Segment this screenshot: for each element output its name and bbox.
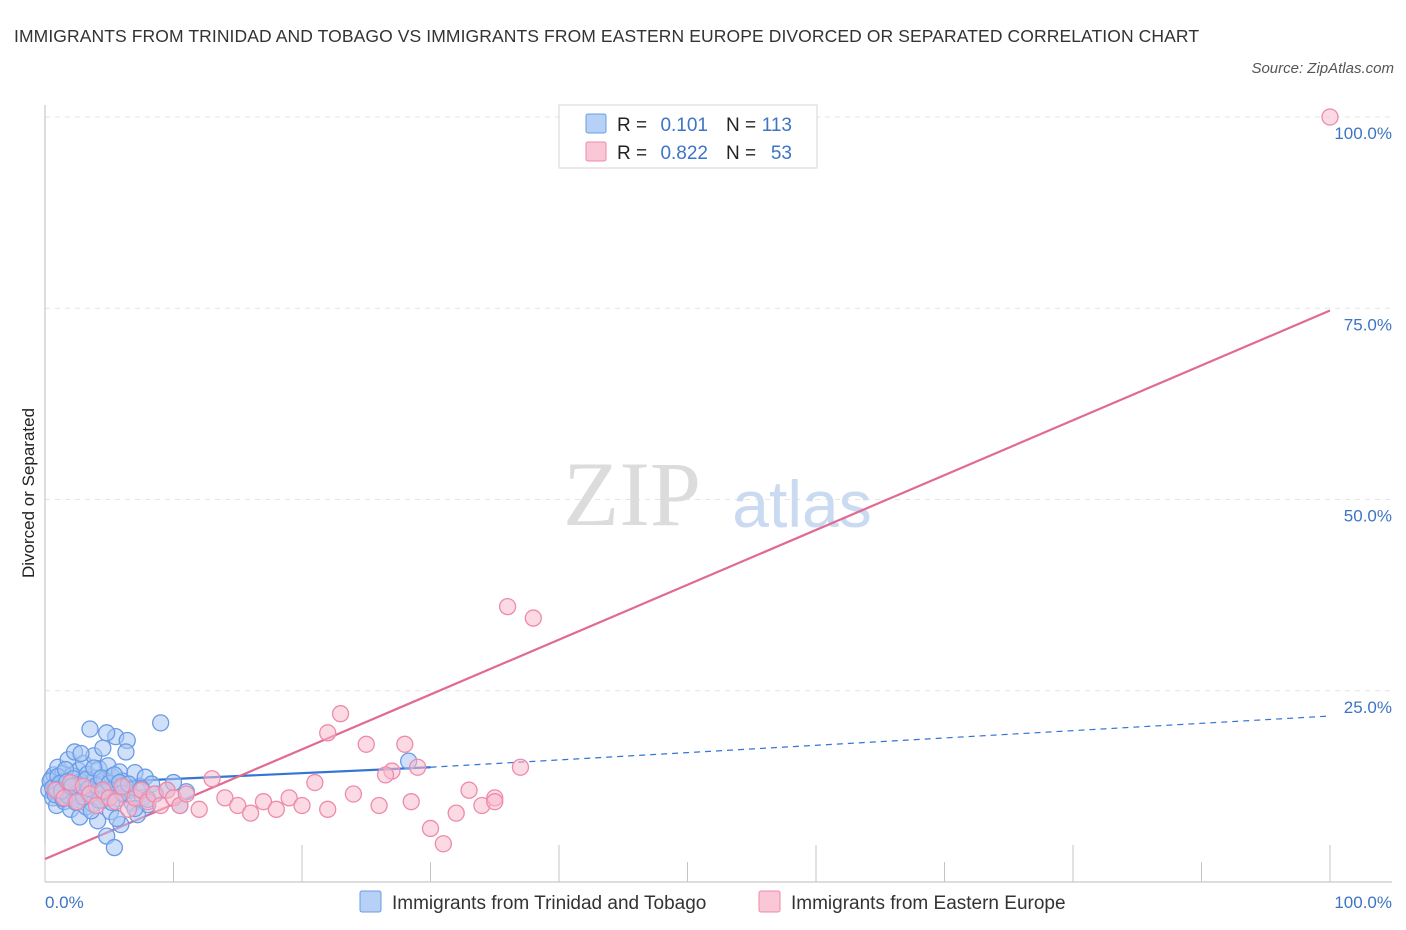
series-swatch-trinidad (359, 890, 382, 913)
point-s1-22 (203, 770, 221, 788)
legend-n-value-1: 113 (762, 115, 792, 136)
point-s1-20 (177, 785, 196, 803)
point-s0-50 (105, 838, 124, 857)
point-s1-16 (151, 796, 170, 815)
legend-r-value-2: 0.822 (660, 143, 708, 164)
point-s1-23 (216, 789, 234, 807)
legend-swatch-pink (585, 141, 607, 162)
point-s1-10 (113, 777, 131, 796)
data-points (40, 108, 1339, 857)
chart-title: IMMIGRANTS FROM TRINIDAD AND TOBAGO VS I… (14, 26, 1200, 46)
gridlines (45, 116, 1392, 692)
point-s1-47 (524, 609, 542, 627)
legend-r-label-2: R = (617, 143, 647, 164)
point-s1-49 (376, 766, 395, 784)
point-s1-45 (498, 597, 517, 616)
y-tick-label-100: 100.0% (1334, 124, 1392, 143)
point-s1-38 (408, 758, 427, 776)
point-s1-50 (402, 793, 420, 811)
series-legend: Immigrants from Trinidad and Tobago Immi… (359, 890, 1066, 914)
point-s1-41 (447, 804, 465, 822)
point-s1-26 (254, 793, 273, 811)
watermark-zip: ZIP (563, 443, 701, 545)
point-s1-6 (87, 796, 106, 815)
trend-line-1 (44, 309, 1331, 861)
legend-n-label-1: N = (726, 115, 756, 136)
point-s1-25 (241, 804, 260, 822)
point-s0-69 (151, 714, 170, 732)
axes (44, 105, 1392, 883)
trend-line-extension-0 (430, 715, 1331, 768)
point-s1-9 (107, 793, 125, 811)
y-tick-label-25: 25.0% (1344, 698, 1392, 717)
point-s1-3 (68, 793, 86, 811)
point-s1-29 (293, 796, 311, 815)
point-s0-31 (81, 720, 99, 738)
legend-r-label-1: R = (617, 115, 647, 136)
x-tick-label-100: 100.0% (1334, 893, 1392, 912)
point-s1-30 (306, 773, 324, 792)
y-tick-label-50: 50.0% (1344, 507, 1392, 526)
source-label: Source: ZipAtlas.com (1251, 60, 1394, 77)
point-s1-42 (460, 781, 478, 799)
point-s0-86 (72, 744, 90, 763)
legend-n-value-2: 53 (771, 143, 792, 164)
point-s1-37 (396, 735, 414, 753)
legend-n-label-2: N = (726, 143, 756, 164)
series-label-eastern-europe: Immigrants from Eastern Europe (791, 893, 1066, 914)
point-s0-112 (117, 743, 135, 761)
point-s1-35 (370, 796, 388, 815)
point-s1-28 (280, 789, 298, 807)
point-s1-52 (1321, 108, 1339, 126)
legend-r-value-1: 0.101 (660, 115, 708, 136)
point-s0-96 (98, 724, 116, 742)
point-s1-39 (421, 819, 440, 838)
point-s1-31 (319, 800, 337, 818)
y-tick-label-75: 75.0% (1344, 315, 1392, 334)
series-label-trinidad: Immigrants from Trinidad and Tobago (392, 893, 706, 914)
y-axis-title: Divorced or Separated (19, 408, 38, 578)
point-s1-32 (331, 705, 350, 723)
correlation-legend: R = 0.101 N = 113 R = 0.822 N = 53 (558, 104, 818, 169)
point-s0-41 (94, 739, 112, 757)
point-s1-33 (344, 785, 363, 803)
point-s1-51 (486, 793, 504, 811)
point-s1-46 (511, 758, 530, 776)
point-s1-40 (434, 835, 453, 853)
point-s1-21 (190, 800, 208, 818)
x-tick-label-0: 0.0% (45, 893, 84, 912)
trend-lines (44, 309, 1331, 861)
tick-labels: 25.0% 50.0% 75.0% 100.0% 0.0% 100.0% (45, 124, 1392, 912)
point-s0-100 (108, 809, 126, 828)
series-swatch-eastern-europe (758, 890, 781, 913)
watermark-atlas: atlas (732, 467, 871, 541)
point-s1-34 (357, 735, 375, 753)
point-s1-24 (229, 796, 247, 815)
legend-swatch-blue (585, 113, 607, 134)
point-s1-27 (267, 800, 285, 818)
point-s1-48 (319, 724, 337, 742)
